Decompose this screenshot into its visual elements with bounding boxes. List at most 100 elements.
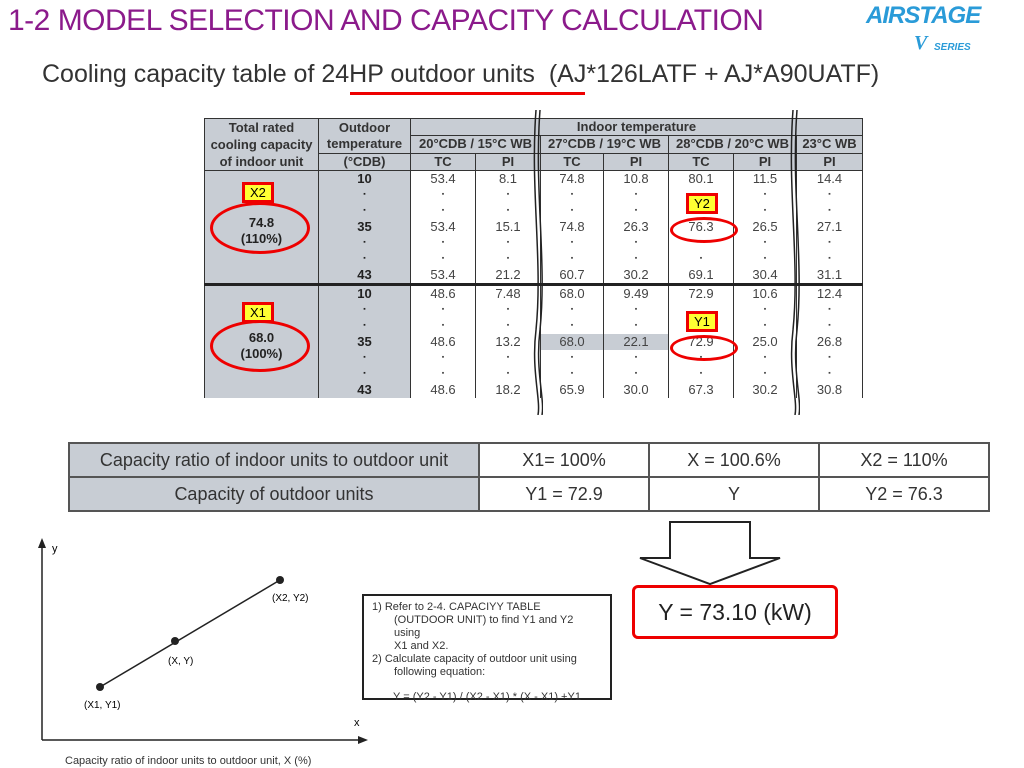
- table-row: ▪ ▪ ▪ ▪ ▪ ▪ ▪: [205, 187, 863, 203]
- sub-header: PI: [475, 152, 541, 172]
- sub-header: TC: [540, 152, 604, 172]
- header-indoor-temp: Indoor temperature: [410, 117, 863, 137]
- ellipsis-dot: ▪: [796, 302, 863, 318]
- condition-header: 28°CDB / 20°C WB: [668, 135, 797, 154]
- point-x2y2: [276, 576, 284, 584]
- outdoor-temp: 35: [318, 219, 411, 235]
- subtitle: Cooling capacity table of 24HP outdoor u…: [42, 60, 879, 89]
- ellipsis-dot: ▪: [410, 318, 476, 334]
- ellipsis-dot: ▪: [410, 187, 476, 203]
- table-row: ▪ ▪ ▪ ▪ ▪ ▪ ▪: [205, 302, 863, 318]
- y-arrow-icon: [38, 538, 46, 548]
- interpolation-graph: y x (X1, Y1) (X, Y) (X2, Y2) Capacity ra…: [38, 538, 368, 767]
- note-line: X1 and X2.: [394, 640, 449, 652]
- ellipsis-dot: ▪: [318, 235, 411, 251]
- value-cell: 8.1: [475, 170, 541, 187]
- ellipsis-dot: ▪: [603, 203, 669, 219]
- ellipsis-dot: ▪: [668, 366, 734, 382]
- ellipsis-dot: ▪: [733, 366, 797, 382]
- value-cell: 30.2: [603, 267, 669, 285]
- value-cell: 48.6: [410, 334, 476, 350]
- ellipsis-dot: ▪: [540, 251, 604, 267]
- ellipsis-dot: ▪: [318, 251, 411, 267]
- ellipsis-dot: ▪: [603, 318, 669, 334]
- result-box: Y = 73.10 (kW): [632, 585, 838, 639]
- table-row: ▪ ▪ ▪ ▪ ▪ ▪ ▪ ▪: [205, 251, 863, 267]
- ellipsis-dot: ▪: [540, 318, 604, 334]
- value-cell: 30.2: [733, 382, 797, 398]
- sub-header: TC: [668, 152, 734, 172]
- ellipsis-dot: ▪: [796, 350, 863, 366]
- note-line: following equation:: [394, 666, 486, 678]
- equation: Y = (Y2 - Y1) / (X2 - X1) * (X - X1) +Y1: [393, 691, 581, 703]
- value-cell: 11.5: [733, 170, 797, 187]
- ellipsis-dot: ▪: [733, 350, 797, 366]
- value-cell: 13.2: [475, 334, 541, 350]
- subtitle-post: (AJ*126LATF + AJ*A90UATF): [534, 60, 880, 88]
- x2-circle: [210, 202, 310, 254]
- header-cdb: (°CDB): [318, 152, 411, 172]
- outdoor-temp: 10: [318, 283, 411, 302]
- header-indoor-capacity: Total rated cooling capacity of indoor u…: [204, 118, 319, 171]
- ellipsis-dot: ▪: [733, 318, 797, 334]
- subtitle-highlight: 24HP outdoor units: [321, 60, 535, 88]
- ellipsis-dot: ▪: [540, 235, 604, 251]
- label-x2y2: (X2, Y2): [272, 593, 309, 604]
- value-cell: 14.4: [796, 170, 863, 187]
- value-cell: 12.4: [796, 283, 863, 302]
- ellipsis-dot: ▪: [475, 302, 541, 318]
- value-cell: 18.2: [475, 382, 541, 398]
- x-arrow-icon: [358, 736, 368, 744]
- label-x1y1: (X1, Y1): [84, 700, 121, 711]
- value-cell: 72.9: [668, 283, 734, 302]
- ellipsis-dot: ▪: [733, 203, 797, 219]
- ellipsis-dot: ▪: [318, 203, 411, 219]
- ellipsis-dot: ▪: [540, 187, 604, 203]
- outdoor-temp: 10: [318, 170, 411, 187]
- subtitle-pre: Cooling capacity table of: [42, 60, 322, 88]
- ellipsis-dot: ▪: [733, 251, 797, 267]
- ellipsis-dot: ▪: [668, 251, 734, 267]
- table-row: ▪ ▪ ▪ ▪ ▪ ▪ ▪ ▪: [205, 366, 863, 382]
- value-cell: 65.9: [540, 382, 604, 398]
- value-cell: 15.1: [475, 219, 541, 235]
- red-underline: [350, 92, 585, 95]
- ellipsis-dot: ▪: [318, 302, 411, 318]
- y2-circle: [670, 217, 738, 243]
- ellipsis-dot: ▪: [733, 235, 797, 251]
- ellipsis-dot: ▪: [318, 366, 411, 382]
- y-value: Y: [648, 476, 820, 512]
- ellipsis-dot: ▪: [410, 302, 476, 318]
- ellipsis-dot: ▪: [475, 203, 541, 219]
- ellipsis-dot: ▪: [540, 203, 604, 219]
- condition-header: 20°CDB / 15°C WB: [410, 135, 541, 154]
- condition-header: 23°C WB: [796, 135, 863, 154]
- value-cell: 30.0: [603, 382, 669, 398]
- down-arrow-icon: [639, 521, 781, 586]
- ellipsis-dot: ▪: [475, 187, 541, 203]
- x1-value: X1= 100%: [478, 442, 650, 478]
- ellipsis-dot: ▪: [796, 366, 863, 382]
- y1-label: Y1: [686, 311, 718, 332]
- ellipsis-dot: ▪: [475, 235, 541, 251]
- note-line: (OUTDOOR UNIT) to find Y1 and Y2 using: [394, 614, 574, 639]
- break-wave: [533, 110, 543, 415]
- capacity-label: Capacity of outdoor units: [68, 476, 480, 512]
- sub-header: PI: [733, 152, 797, 172]
- value-cell: 10.6: [733, 283, 797, 302]
- y1-value: Y1 = 72.9: [478, 476, 650, 512]
- value-cell: 7.48: [475, 283, 541, 302]
- ellipsis-dot: ▪: [603, 366, 669, 382]
- value-cell: 30.8: [796, 382, 863, 398]
- ellipsis-dot: ▪: [318, 187, 411, 203]
- ellipsis-dot: ▪: [603, 251, 669, 267]
- value-cell: 9.49: [603, 283, 669, 302]
- table-row: 35 48.6 13.2 68.0 22.1 72.9 25.0 26.8: [205, 334, 863, 350]
- value-cell: 26.8: [796, 334, 863, 350]
- ellipsis-dot: ▪: [410, 203, 476, 219]
- label-xy: (X, Y): [168, 656, 193, 667]
- condition-header: 27°CDB / 19°C WB: [540, 135, 669, 154]
- sub-header: PI: [796, 152, 863, 172]
- outdoor-temp: 43: [318, 267, 411, 285]
- value-cell: 68.0: [540, 334, 604, 350]
